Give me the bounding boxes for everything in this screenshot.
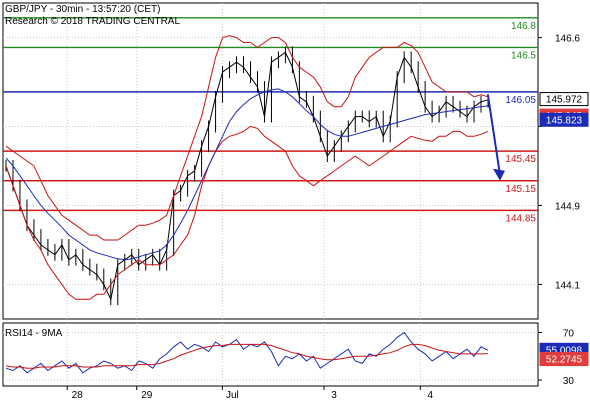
price-grid xyxy=(3,3,538,319)
x-axis-label-4: 4 xyxy=(428,390,434,400)
price-axis-label: 144.9 xyxy=(555,201,580,212)
price-tag-145.823: 145.823 xyxy=(546,115,583,126)
rsi-axis-label: 30 xyxy=(563,376,575,387)
price-axis-label: 146.6 xyxy=(555,34,580,45)
x-axis-label-28: 28 xyxy=(72,390,84,400)
x-axis: 28 29 Jul 3 4 xyxy=(66,386,434,400)
chart-title: GBP/JPY - 30min - 13:57:20 (CET) xyxy=(5,4,160,15)
level-label-145.15: 145.15 xyxy=(505,184,536,195)
rsi-ma-line xyxy=(5,343,489,369)
x-axis-label-29: 29 xyxy=(141,390,153,400)
rsi-line xyxy=(5,331,489,374)
rsi-axis-label: 70 xyxy=(563,329,575,340)
price-panel-frame xyxy=(2,2,539,320)
moving-average-line xyxy=(5,88,489,261)
forecast-arrow-shaft xyxy=(486,94,501,175)
rsi-axis: 70 30 xyxy=(538,329,575,387)
price-series xyxy=(5,35,489,306)
price-tag-box-145.972 xyxy=(539,92,589,107)
level-label-146.8: 146.8 xyxy=(511,21,536,32)
rsi-title: RSI14 - 9MA xyxy=(5,328,63,339)
chart-subtitle: Research © 2018 TRADING CENTRAL xyxy=(5,16,180,27)
rsi-tag-box-52.2745 xyxy=(539,352,589,367)
price-line xyxy=(5,51,489,301)
rsi-grid xyxy=(3,323,538,386)
forecast-arrow-head xyxy=(492,168,505,181)
level-label-146.05: 146.05 xyxy=(505,95,536,106)
price-axis-label: 144.1 xyxy=(555,280,580,291)
bollinger-lower-line xyxy=(5,125,489,300)
price-tag-145.972: 145.972 xyxy=(546,95,583,106)
level-label-146.5: 146.5 xyxy=(511,50,536,61)
rsi-series xyxy=(5,331,489,374)
level-label-145.45: 145.45 xyxy=(505,154,536,165)
price-tag-box-145.823 xyxy=(539,112,589,127)
bollinger-upper-line xyxy=(5,35,489,241)
price-arrow xyxy=(486,94,505,181)
price-panel: 146.8 146.5 146.05 145.45 145.15 144.85 146.6… xyxy=(2,2,589,320)
x-axis-label-Jul: Jul xyxy=(226,390,239,400)
rsi-tag-55.0098: 55.0098 xyxy=(546,345,583,356)
level-label-144.85: 144.85 xyxy=(505,213,536,224)
rsi-tag-52.2745: 52.2745 xyxy=(546,355,583,366)
rsi-panel-frame xyxy=(2,322,539,387)
x-axis-label-3: 3 xyxy=(331,390,337,400)
